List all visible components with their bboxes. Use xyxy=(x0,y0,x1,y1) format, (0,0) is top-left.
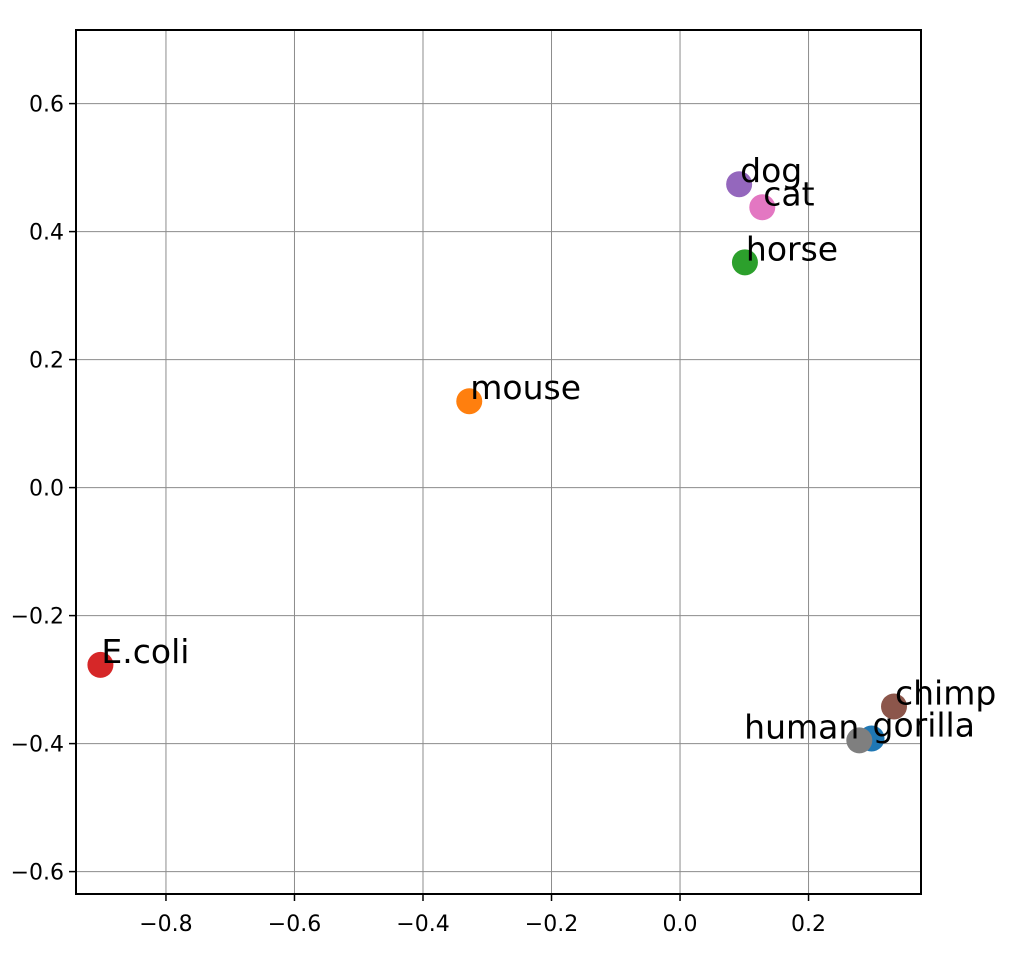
point-label: E.coli xyxy=(101,632,189,671)
x-axis: −0.8 −0.6 −0.4 −0.2 0.0 0.2 xyxy=(139,894,826,937)
point-labels: gorilla mouse horse E.coli dog chimp cat human xyxy=(101,151,996,746)
y-tick-label: 0.0 xyxy=(29,477,64,502)
point-dog xyxy=(726,171,753,198)
plot-frame xyxy=(75,29,922,895)
y-tick-label: −0.2 xyxy=(11,605,64,630)
y-axis: 0.6 0.4 0.2 0.0 −0.2 −0.4 −0.6 xyxy=(11,93,76,886)
y-tick-label: −0.6 xyxy=(11,861,64,886)
point-mouse xyxy=(456,388,483,415)
data-points xyxy=(87,171,908,754)
y-tick-label: 0.6 xyxy=(29,93,64,118)
x-tick-label: −0.8 xyxy=(139,912,192,937)
y-tick-label: −0.4 xyxy=(11,733,64,758)
x-tick-label: −0.2 xyxy=(525,912,578,937)
x-tick-label: 0.0 xyxy=(663,912,698,937)
point-label: mouse xyxy=(470,368,581,407)
y-tick-label: 0.4 xyxy=(29,221,64,246)
point-e-coli xyxy=(87,651,114,678)
point-label: gorilla xyxy=(873,705,975,744)
point-human xyxy=(846,727,873,754)
x-tick-label: −0.4 xyxy=(396,912,449,937)
x-tick-label: −0.6 xyxy=(268,912,321,937)
point-cat xyxy=(749,194,776,221)
x-tick-label: 0.2 xyxy=(791,912,826,937)
grid xyxy=(76,30,921,894)
point-label: cat xyxy=(763,174,814,213)
point-horse xyxy=(731,249,758,276)
point-label: human xyxy=(744,707,859,746)
point-label: horse xyxy=(746,229,838,268)
point-chimp xyxy=(881,693,908,720)
point-label: dog xyxy=(740,151,802,190)
point-label: chimp xyxy=(895,673,996,712)
y-tick-label: 0.2 xyxy=(29,349,64,374)
